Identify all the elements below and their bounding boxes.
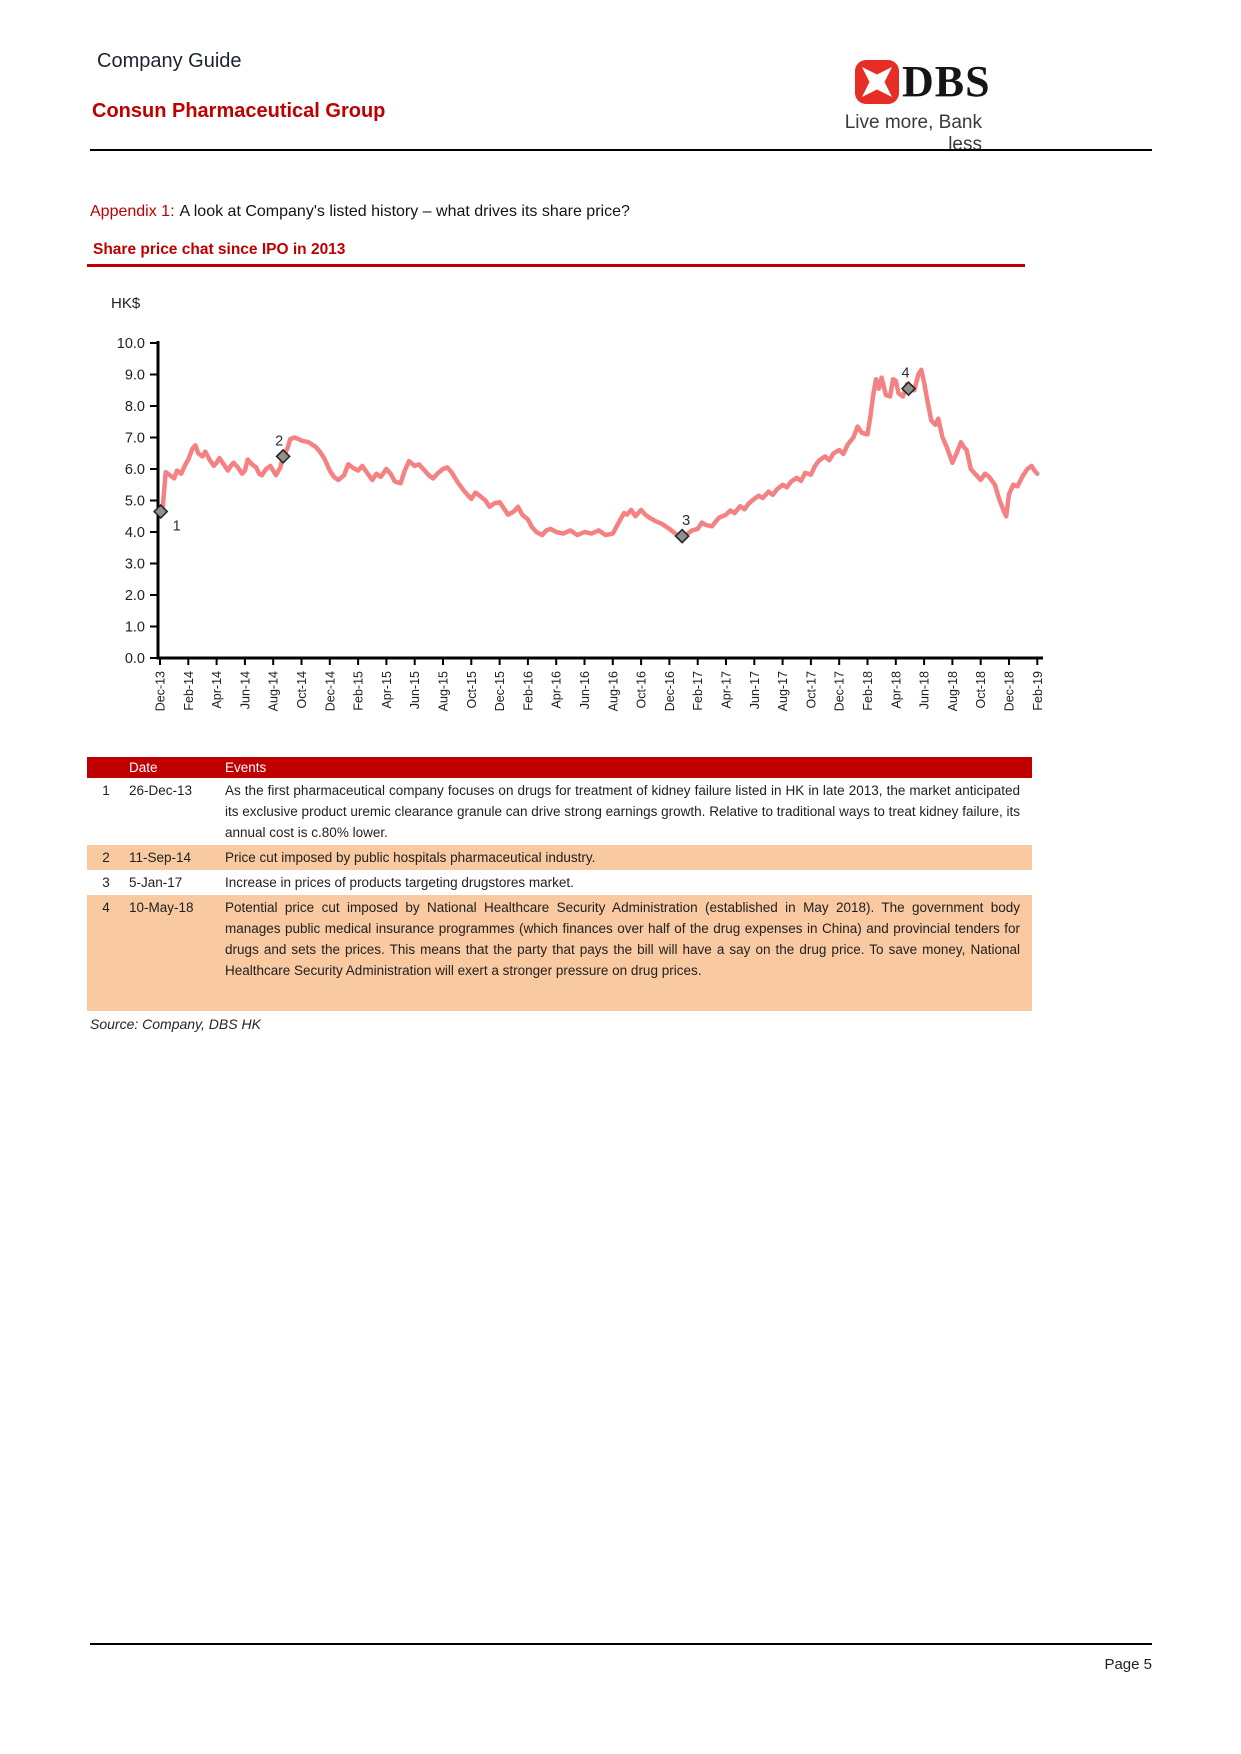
x-tick-label: Oct-16 xyxy=(635,671,649,709)
x-tick-label: Apr-17 xyxy=(720,671,734,709)
y-tick-label: 2.0 xyxy=(125,588,145,604)
event-date: 26-Dec-13 xyxy=(129,783,193,798)
x-tick-label: Oct-17 xyxy=(804,671,818,709)
event-date: 10-May-18 xyxy=(129,900,194,915)
x-tick-label: Apr-14 xyxy=(210,671,224,709)
document-type-label: Company Guide xyxy=(97,50,242,72)
appendix-label: Appendix 1: xyxy=(90,203,175,220)
table-row: 3 5-Jan-17 Increase in prices of product… xyxy=(87,870,1032,895)
chart-title-underline xyxy=(87,264,1025,267)
x-tick-label: Oct-14 xyxy=(295,671,309,709)
dbs-logo-icon xyxy=(855,60,899,104)
event-marker-label: 2 xyxy=(275,433,283,449)
y-tick-label: 5.0 xyxy=(125,494,145,510)
table-row: 2 11-Sep-14 Price cut imposed by public … xyxy=(87,845,1032,870)
header-divider xyxy=(90,149,1152,151)
company-name: Consun Pharmaceutical Group xyxy=(92,100,386,122)
page-number: Page 5 xyxy=(1104,1656,1152,1673)
event-marker-4-icon xyxy=(900,381,917,397)
x-tick-label: Jun-17 xyxy=(748,671,762,709)
x-tick-label: Aug-16 xyxy=(606,671,620,711)
x-tick-label: Jun-14 xyxy=(238,671,252,709)
event-marker-label: 3 xyxy=(682,513,690,529)
x-tick-label: Oct-18 xyxy=(974,671,988,709)
event-marker-label: 4 xyxy=(901,366,909,382)
event-marker-label: 1 xyxy=(173,519,181,535)
appendix-heading: Appendix 1: A look at Company's listed hi… xyxy=(90,203,630,221)
x-tick-label: Jun-18 xyxy=(918,671,932,709)
event-date: 11-Sep-14 xyxy=(129,850,192,865)
y-tick-label: 7.0 xyxy=(125,431,145,447)
x-tick-label: Feb-15 xyxy=(352,671,366,711)
footer-divider xyxy=(90,1643,1152,1645)
x-tick-label: Apr-18 xyxy=(889,671,903,709)
event-description: Potential price cut imposed by National … xyxy=(225,900,1020,978)
header-cell-date: Date xyxy=(129,760,158,775)
y-tick-label: 3.0 xyxy=(125,557,145,573)
event-marker-3-icon xyxy=(674,528,690,544)
events-table: Date Events 1 26-Dec-13 As the first pha… xyxy=(87,757,1032,1011)
x-tick-label: Jun-15 xyxy=(408,671,422,709)
y-tick-label: 9.0 xyxy=(125,368,145,384)
chart-title: Share price chat since IPO in 2013 xyxy=(93,241,346,258)
events-table-header: Date Events xyxy=(87,757,1032,778)
event-marker-1-icon xyxy=(153,503,169,520)
event-number: 4 xyxy=(102,900,110,915)
event-number: 3 xyxy=(102,875,110,890)
y-axis-unit: HK$ xyxy=(111,295,141,312)
share-price-chart-svg: HK$ 0.0 1.0 2.0 3.0 4.0 5.0 6.0 7.0 8.0 9.0 10.0 Dec… xyxy=(111,295,1045,711)
x-tick-label: Feb-19 xyxy=(1031,671,1045,711)
source-note: Source: Company, DBS HK xyxy=(90,1016,261,1032)
x-tick-label: Feb-16 xyxy=(521,671,535,711)
y-tick-label: 8.0 xyxy=(125,399,145,415)
x-tick-label: Oct-15 xyxy=(465,671,479,709)
y-tick-label: 4.0 xyxy=(125,525,145,541)
event-description: Price cut imposed by public hospitals ph… xyxy=(225,850,596,865)
table-row: 1 26-Dec-13 As the first pharmaceutical … xyxy=(87,778,1032,845)
header-cell-events: Events xyxy=(225,760,267,775)
x-tick-label: Aug-18 xyxy=(946,671,960,711)
dbs-wordmark: DBS xyxy=(902,57,991,106)
event-description: Increase in prices of products targeting… xyxy=(225,875,574,890)
x-tick-label: Aug-15 xyxy=(437,671,451,711)
y-tick-label: 0.0 xyxy=(125,651,145,667)
x-tick-label: Dec-15 xyxy=(493,671,507,711)
share-price-chart: HK$ 0.0 1.0 2.0 3.0 4.0 5.0 6.0 7.0 8.0 9.0 10.0 Dec… xyxy=(85,272,1065,732)
x-tick-label: Dec-13 xyxy=(154,671,168,711)
event-marker-2-icon xyxy=(275,448,291,465)
y-tick-label: 1.0 xyxy=(125,620,145,636)
event-date: 5-Jan-17 xyxy=(129,875,183,890)
x-tick-label: Dec-16 xyxy=(663,671,677,711)
x-tick-label: Aug-17 xyxy=(776,671,790,711)
y-tick-label: 6.0 xyxy=(125,462,145,478)
x-tick-label: Feb-14 xyxy=(182,671,196,711)
price-line xyxy=(157,367,1040,539)
x-tick-label: Jun-16 xyxy=(578,671,592,709)
event-number: 1 xyxy=(102,783,110,798)
x-tick-label: Feb-17 xyxy=(691,671,705,711)
x-tick-label: Apr-16 xyxy=(550,671,564,709)
x-tick-label: Dec-18 xyxy=(1003,671,1017,711)
y-tick-label: 10.0 xyxy=(117,336,145,352)
x-tick-label: Feb-18 xyxy=(861,671,875,711)
x-tick-label: Dec-14 xyxy=(323,671,337,711)
event-description: As the first pharmaceutical company focu… xyxy=(225,783,1020,840)
x-tick-label: Aug-14 xyxy=(267,671,281,711)
x-tick-label: Apr-15 xyxy=(380,671,394,709)
appendix-title: A look at Company's listed history – wha… xyxy=(179,203,630,220)
x-tick-label: Dec-17 xyxy=(833,671,847,711)
table-row: 4 10-May-18 Potential price cut imposed … xyxy=(87,895,1032,1011)
event-number: 2 xyxy=(102,850,110,865)
